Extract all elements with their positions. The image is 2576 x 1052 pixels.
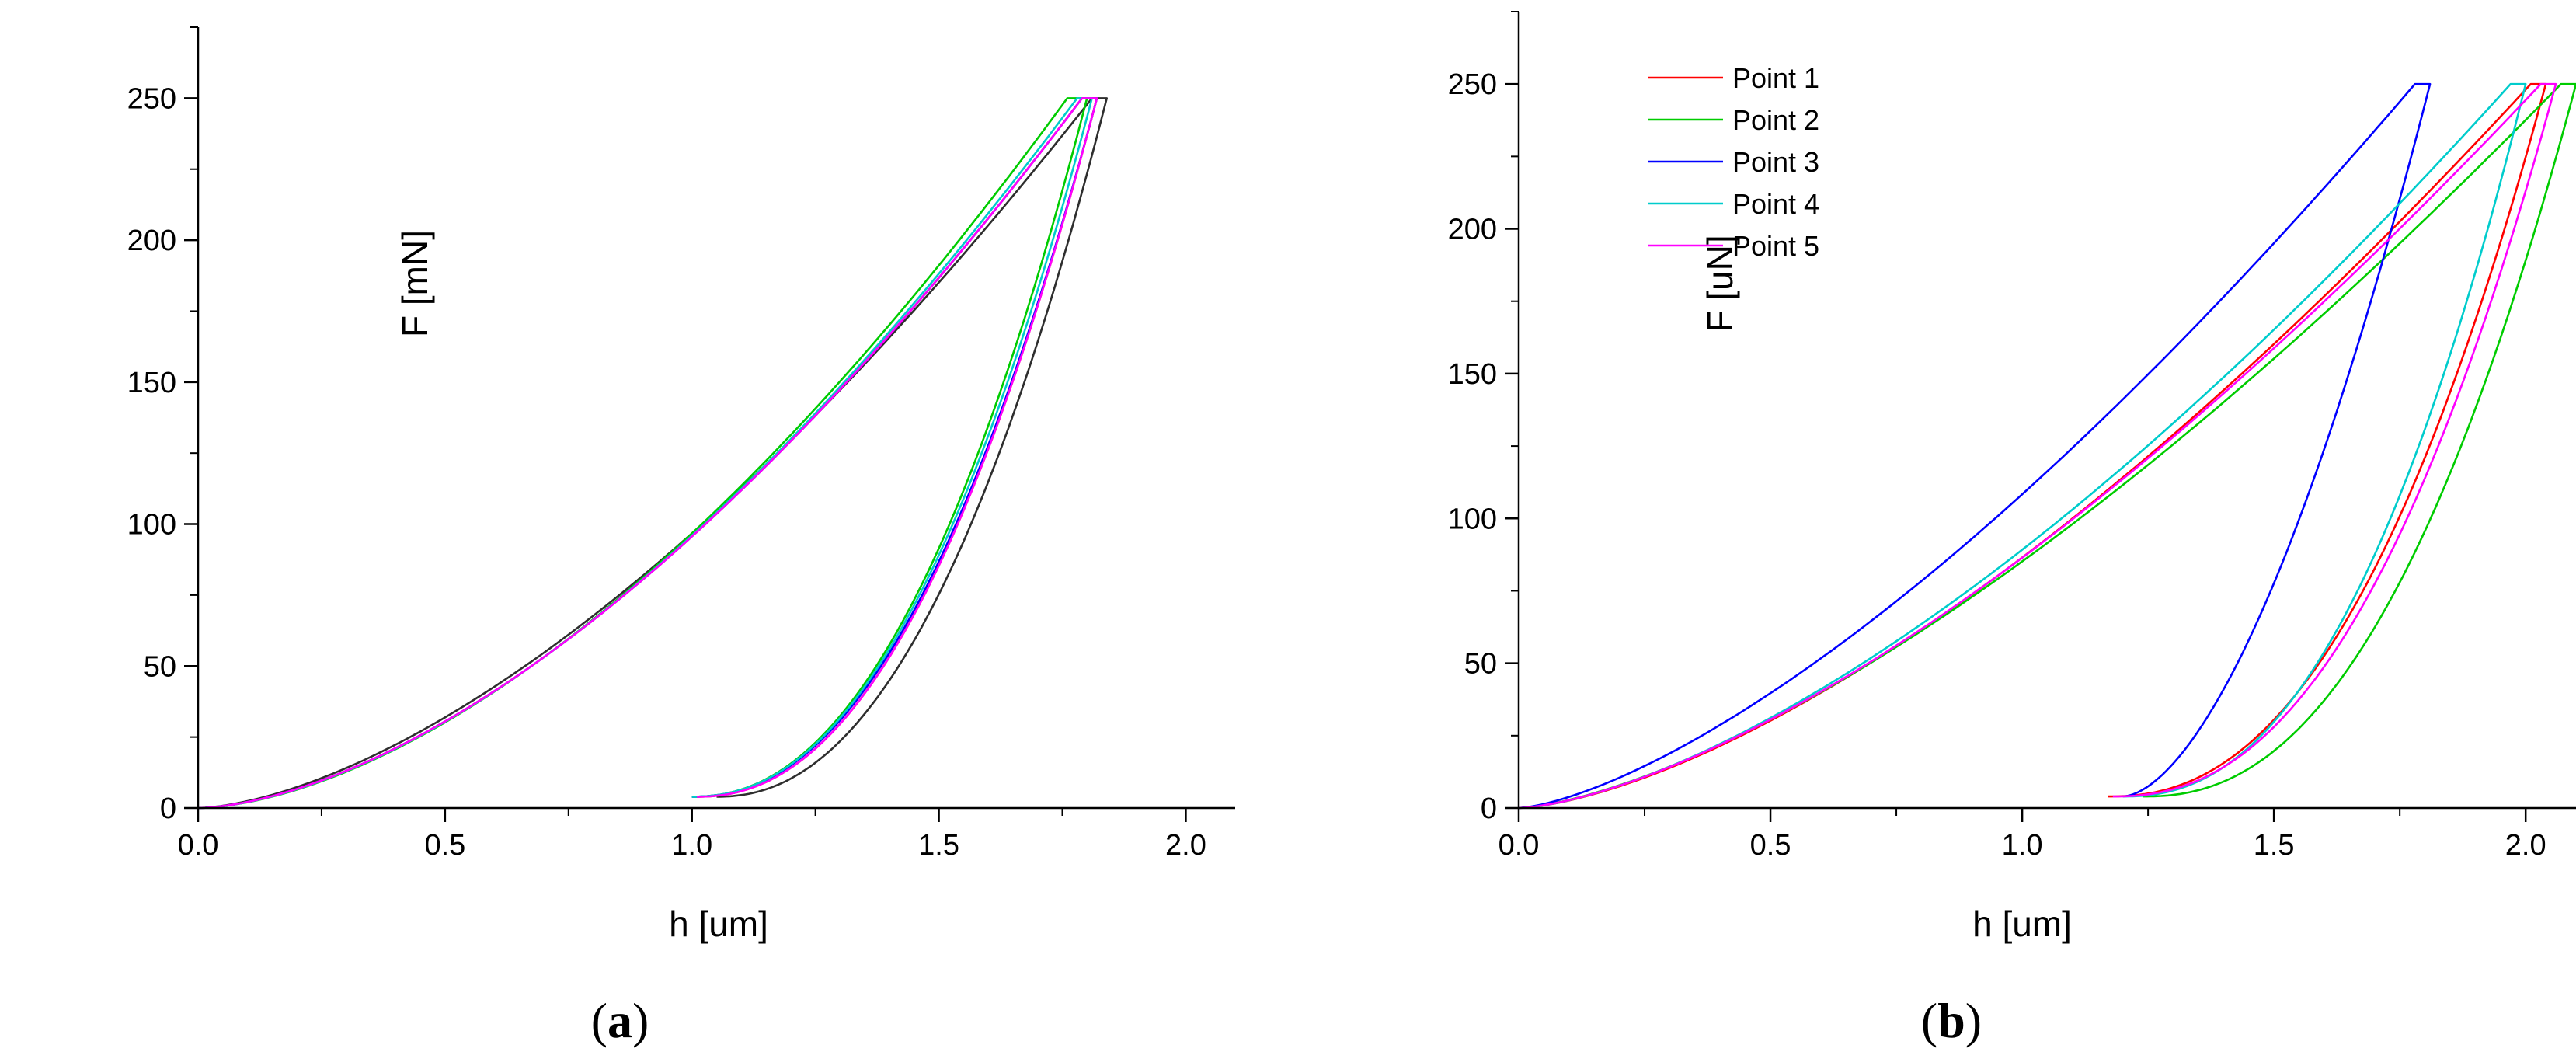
series-line-point-1 xyxy=(1518,82,2547,810)
panel-b-caption-open: ( xyxy=(1921,993,1937,1048)
x-tick-label: 2.0 xyxy=(2505,829,2546,862)
panel-a-y-axis-label: F [mN] xyxy=(395,230,435,337)
series-line-5 xyxy=(197,97,1093,810)
x-tick-label: 2.0 xyxy=(1165,829,1206,862)
panel-a-axes: 0.0 0.5 1.0 1.5 2.0 0 50 100 150 200 250 xyxy=(127,26,1235,862)
legend-label: Point 2 xyxy=(1732,104,1819,136)
panel-b-chart: 0.0 0.5 1.0 1.5 2.0 0 50 100 150 200 250 F [uN] h … xyxy=(1448,11,2576,1048)
series-line-point-3 xyxy=(1518,82,2432,810)
panel-b-x-axis-label: h [um] xyxy=(1972,904,2072,944)
panel-a-caption-open: ( xyxy=(591,993,607,1048)
panel-b-legend: Point 1 Point 2 Point 3 Point 4 Point 5 xyxy=(1648,62,1819,262)
legend-label: Point 1 xyxy=(1732,62,1819,94)
panel-a-x-axis-label: h [um] xyxy=(669,904,768,944)
x-tick-label: 1.0 xyxy=(2002,829,2043,862)
series-line-1 xyxy=(197,97,1108,810)
y-tick-label: 150 xyxy=(127,367,176,399)
x-tick-label: 1.5 xyxy=(918,829,959,862)
y-tick-label: 50 xyxy=(144,650,176,683)
x-tick-label: 0.5 xyxy=(424,829,465,862)
legend-label: Point 5 xyxy=(1732,230,1819,262)
panel-b-axes: 0.0 0.5 1.0 1.5 2.0 0 50 100 150 200 250 xyxy=(1448,11,2576,862)
y-tick-label: 50 xyxy=(1464,648,1497,681)
series-line-2 xyxy=(197,97,1098,810)
series-line-point-2 xyxy=(1518,82,2576,810)
legend-label: Point 3 xyxy=(1732,146,1819,178)
x-tick-label: 0.0 xyxy=(178,829,219,862)
panel-a-series-group xyxy=(197,97,1108,810)
panel-b-series-group xyxy=(1518,82,2576,810)
series-line-4 xyxy=(197,97,1098,810)
panel-a-caption: (a) xyxy=(591,993,649,1048)
panel-b-caption-letter: b xyxy=(1937,993,1965,1048)
series-line-3 xyxy=(197,97,1088,810)
y-tick-label: 150 xyxy=(1448,358,1497,391)
panel-a-caption-close: ) xyxy=(632,993,649,1048)
x-tick-label: 1.0 xyxy=(671,829,712,862)
panel-a-chart: 0.0 0.5 1.0 1.5 2.0 0 50 100 150 200 250 F [mN] h … xyxy=(127,26,1235,1048)
legend-label: Point 4 xyxy=(1732,188,1819,220)
y-tick-label: 250 xyxy=(1448,68,1497,101)
x-tick-label: 0.0 xyxy=(1499,829,1540,862)
series-line-point-5 xyxy=(1518,82,2557,810)
panel-b-caption: (b) xyxy=(1921,993,1982,1048)
panel-b-y-axis-label: F [uN] xyxy=(1700,235,1740,332)
y-tick-label: 100 xyxy=(1448,503,1497,535)
y-tick-label: 100 xyxy=(127,509,176,542)
series-line-6 xyxy=(197,97,1098,810)
panel-b-caption-close: ) xyxy=(1965,993,1982,1048)
y-tick-label: 200 xyxy=(127,225,176,257)
series-line-point-4 xyxy=(1518,82,2527,810)
y-tick-label: 0 xyxy=(160,792,176,825)
x-tick-label: 1.5 xyxy=(2254,829,2295,862)
y-tick-label: 250 xyxy=(127,82,176,115)
y-tick-label: 200 xyxy=(1448,214,1497,246)
x-tick-label: 0.5 xyxy=(1750,829,1791,862)
y-tick-label: 0 xyxy=(1481,792,1497,825)
panel-a-caption-letter: a xyxy=(607,993,632,1048)
